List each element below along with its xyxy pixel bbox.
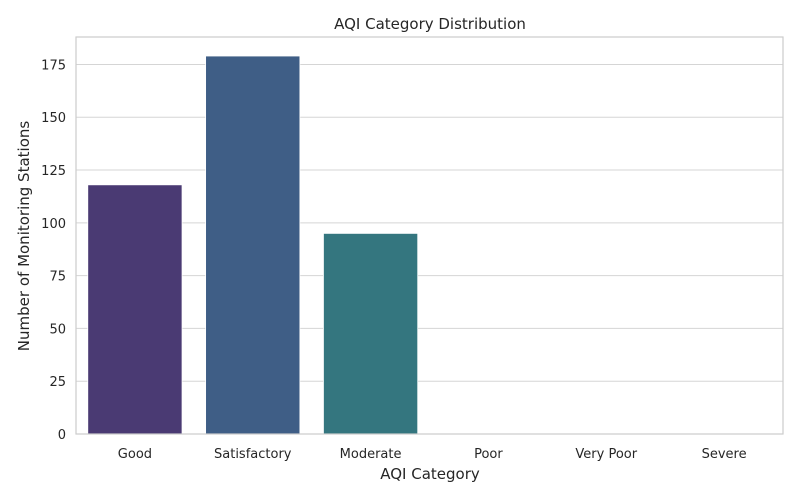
bar-moderate: [323, 232, 419, 435]
y-tick-label: 75: [49, 270, 66, 285]
x-tick-label: Severe: [702, 447, 747, 462]
x-tick-label: Poor: [474, 447, 503, 462]
y-tick-label: 175: [41, 58, 66, 73]
y-axis-label: Number of Monitoring Stations: [15, 121, 33, 352]
bar-good: [87, 184, 183, 435]
gridlines: [76, 63, 783, 435]
y-tick-labels: 0 25 50 75 100 125 150 175: [41, 58, 66, 443]
plot-frame: [75, 36, 784, 435]
y-tick-label: 125: [41, 164, 66, 179]
x-tick-label: Very Poor: [575, 447, 637, 462]
y-tick-label: 0: [58, 428, 66, 443]
y-tick-label: 100: [41, 217, 66, 232]
bars: [87, 55, 419, 435]
y-tick-label: 25: [49, 375, 66, 390]
x-tick-label: Satisfactory: [214, 447, 292, 462]
x-axis-label: AQI Category: [380, 465, 480, 483]
y-tick-label: 150: [41, 111, 66, 126]
chart-title: AQI Category Distribution: [334, 15, 526, 33]
x-tick-label: Moderate: [340, 447, 402, 462]
x-tick-labels: Good Satisfactory Moderate Poor Very Poor Sev…: [118, 447, 747, 462]
x-tick-label: Good: [118, 447, 152, 462]
y-tick-label: 50: [49, 322, 66, 337]
bar-satisfactory: [205, 55, 301, 435]
